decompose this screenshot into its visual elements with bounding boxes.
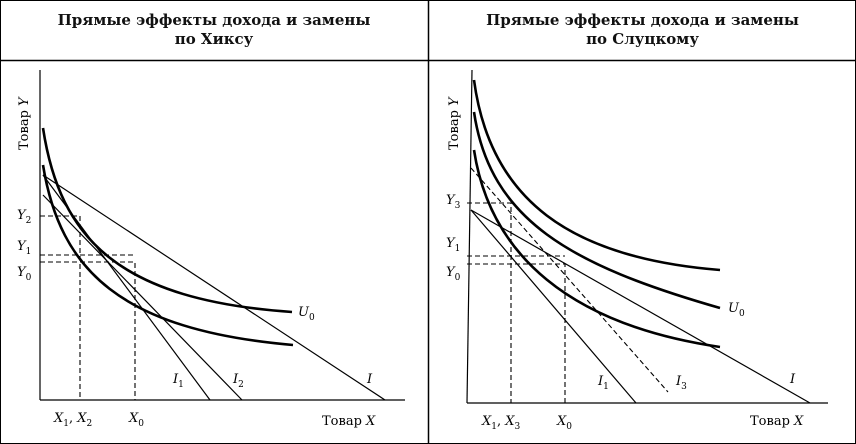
left-label-y0: Y0	[17, 265, 32, 283]
left-guide-y2	[40, 215, 81, 400]
left-budget-i1	[42, 174, 211, 401]
right-diagram: Товар Y Товар X Y3 Y1 Y0 X1, X3 X0 U0 I1…	[446, 69, 828, 432]
left-budget-i2	[42, 194, 243, 401]
right-curve-u0	[472, 111, 721, 310]
right-guide-y3	[467, 202, 512, 403]
right-label-y0: Y0	[446, 265, 461, 283]
left-label-x1-x2: X1, X2	[53, 411, 92, 429]
right-budget-i	[470, 209, 811, 404]
left-label-y1: Y1	[17, 239, 31, 257]
left-title-line1: Прямые эффекты дохода и замены	[57, 11, 371, 29]
left-panel-title: Прямые эффекты дохода и замены по Хиксу	[0, 0, 428, 60]
left-label-i: I	[366, 372, 373, 387]
right-label-i: I	[789, 372, 796, 387]
right-label-u0: U0	[728, 301, 745, 319]
left-guide-y0	[40, 261, 136, 400]
right-label-i3: I3	[675, 374, 687, 392]
left-axis-x-title: Товар X	[322, 414, 376, 429]
right-panel-title: Прямые эффекты дохода и замены по Слуцко…	[429, 0, 856, 60]
right-curve-u1	[472, 149, 721, 349]
left-budget-i	[42, 174, 386, 401]
right-label-x0: X0	[556, 414, 572, 432]
left-label-u0: U0	[298, 305, 315, 323]
right-axis-x-title: Товар X	[750, 414, 804, 429]
right-guide-y0	[467, 263, 566, 403]
right-label-i1: I1	[597, 374, 609, 392]
left-label-y2: Y2	[17, 208, 31, 226]
right-budget-i1	[470, 209, 637, 404]
left-diagram: Товар Y Товар X Y2 Y1 Y0 X1, X2 X0 U0 I1…	[17, 70, 405, 429]
right-label-y3: Y3	[446, 193, 461, 211]
left-axis-y-title: Товар Y	[17, 96, 32, 150]
right-y-axis	[466, 69, 473, 404]
right-label-y1: Y1	[446, 236, 460, 254]
right-title-line1: Прямые эффекты дохода и замены	[486, 11, 799, 29]
left-label-x0: X0	[128, 411, 144, 429]
right-axis-y-title: Товар Y	[447, 96, 462, 150]
left-label-i2: I2	[232, 372, 244, 390]
right-curve-u2	[472, 79, 721, 272]
right-label-x1-x3: X1, X3	[481, 414, 521, 432]
left-label-i1: I1	[172, 372, 184, 390]
right-budget-i3	[470, 167, 669, 393]
right-title-line2: по Слуцкому	[586, 30, 699, 48]
left-curve-u0	[41, 127, 293, 314]
left-title-line2: по Хиксу	[174, 30, 254, 48]
